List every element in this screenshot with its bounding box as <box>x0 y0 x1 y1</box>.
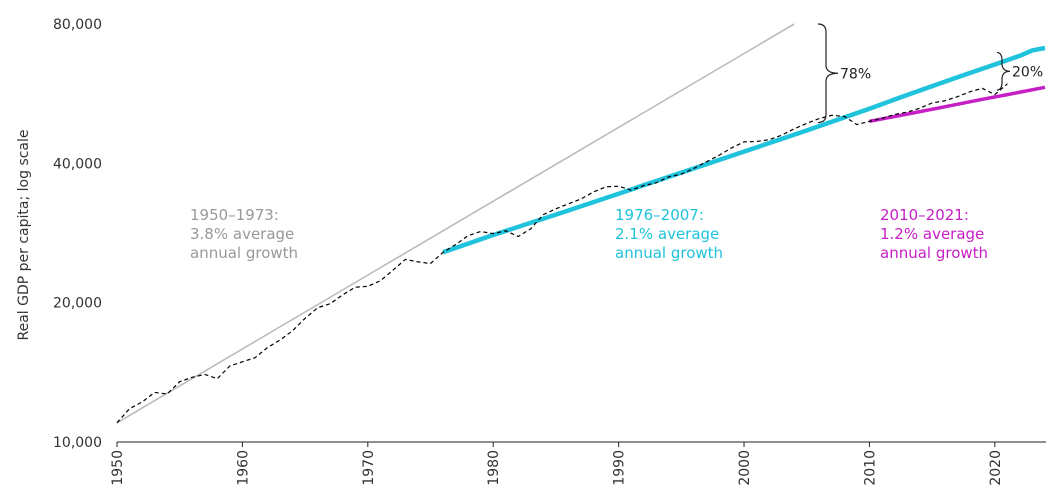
y-tick-label: 20,000 <box>53 296 102 312</box>
y-tick-label: 10,000 <box>53 435 102 451</box>
y-axis-ticks: 10,000 20,000 40,000 80,000 <box>53 17 102 451</box>
annotation-line: 1.2% average <box>880 225 984 243</box>
period-annotation-2: 1976–2007:2.1% averageannual growth <box>615 206 723 262</box>
series-line-3 <box>869 87 1045 121</box>
bracket-label-1: 78% <box>840 66 871 82</box>
annotation-line: annual growth <box>615 244 723 262</box>
x-tick-label: 2020 <box>988 450 1004 486</box>
x-tick-label: 1980 <box>486 450 502 486</box>
annotation-line: annual growth <box>880 244 988 262</box>
annotation-line: 1950–1973: <box>190 206 279 224</box>
annotation-line: 3.8% average <box>190 225 294 243</box>
annotation-layer: 1950–1973:3.8% averageannual growth1976–… <box>190 206 988 262</box>
y-tick-label: 40,000 <box>53 156 102 172</box>
x-tick-label: 1960 <box>235 450 251 486</box>
annotation-line: 2.1% average <box>615 225 719 243</box>
annotation-line: 2010–2021: <box>880 206 969 224</box>
y-tick-label: 80,000 <box>53 17 102 33</box>
y-axis-label: Real GDP per capita; log scale <box>16 129 32 340</box>
x-tick-label: 1990 <box>612 450 628 486</box>
x-axis-ticks: 1950 1960 1970 1980 1990 2000 2010 2020 <box>110 442 1004 486</box>
bracket-layer: 78% 20% <box>818 24 1043 123</box>
annotation-line: 1976–2007: <box>615 206 704 224</box>
x-tick-label: 2000 <box>737 450 753 486</box>
bracket-1 <box>818 24 838 123</box>
bracket-label-2: 20% <box>1012 64 1043 80</box>
period-annotation-1: 1950–1973:3.8% averageannual growth <box>190 206 298 262</box>
annotation-line: annual growth <box>190 244 298 262</box>
period-annotation-3: 2010–2021:1.2% averageannual growth <box>880 206 988 262</box>
x-tick-label: 2010 <box>862 450 878 486</box>
x-tick-label: 1950 <box>110 450 126 486</box>
x-tick-label: 1970 <box>361 450 377 486</box>
